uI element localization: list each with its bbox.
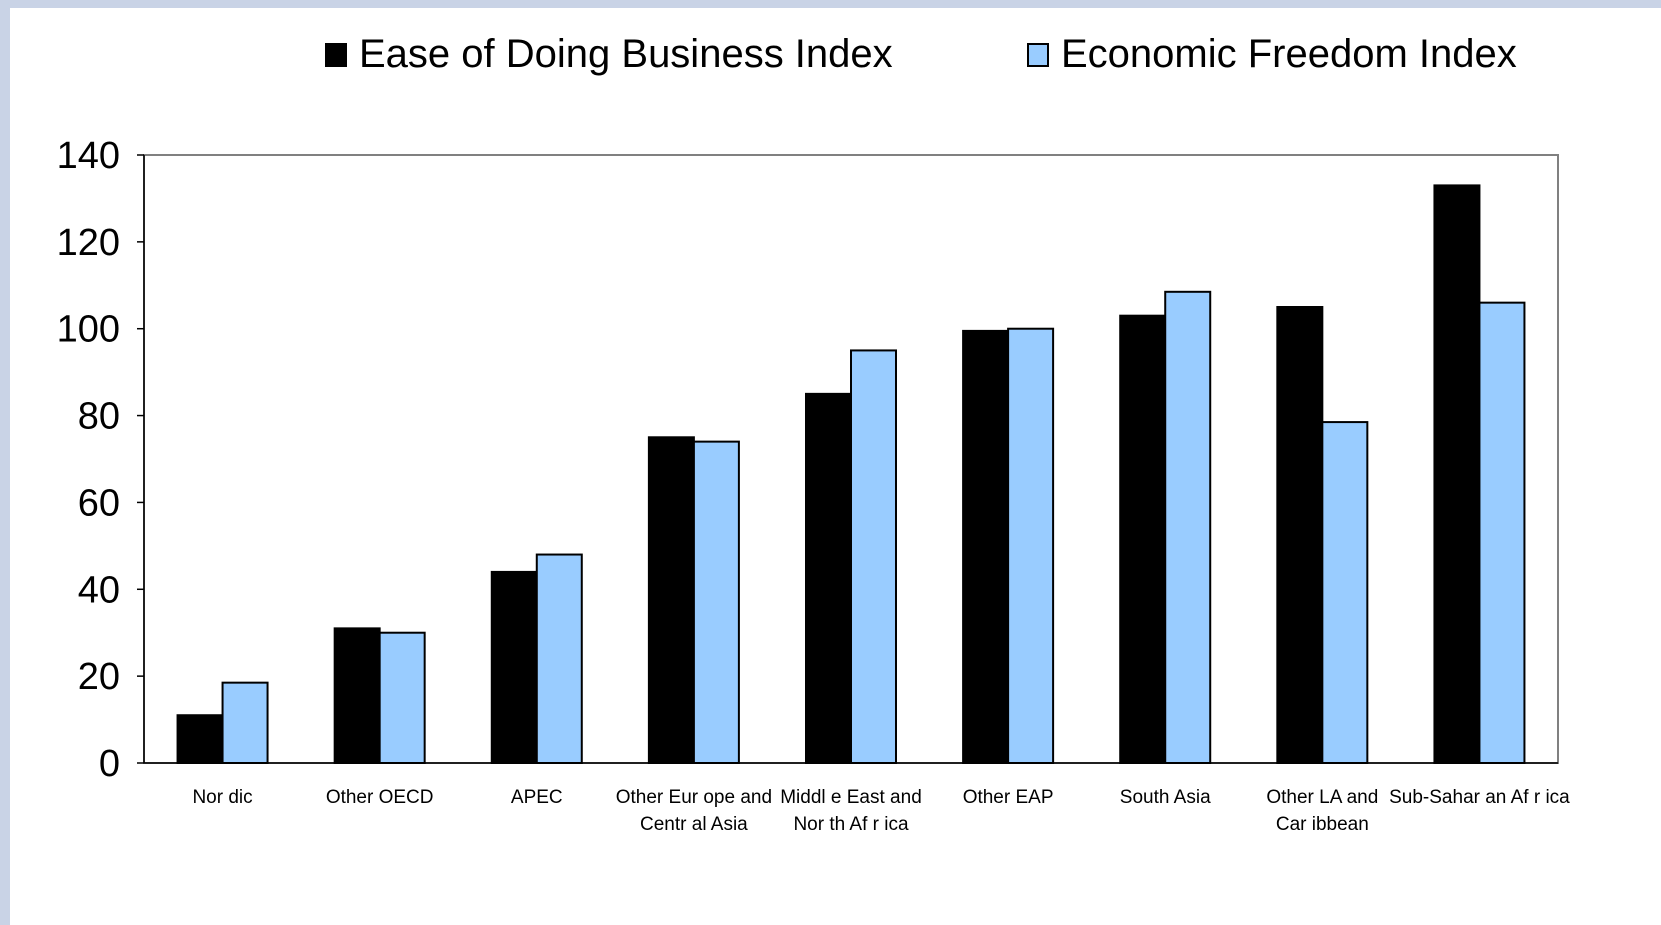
legend-economic-freedom-label: Economic Freedom Index bbox=[1061, 32, 1517, 76]
bar-economic-freedom bbox=[1321, 421, 1369, 764]
bar-economic-freedom bbox=[1164, 290, 1212, 764]
x-category-label-line: Nor th Af r ica bbox=[793, 814, 909, 835]
x-category-label-line: Other EAP bbox=[963, 787, 1054, 808]
y-tick-label: 60 bbox=[78, 482, 120, 524]
x-category-label-line: Other Eur ope and bbox=[616, 787, 772, 808]
chart-frame: 0 20 40 60 80 100 120 140 Nor dic Other OECD APEC O… bbox=[10, 8, 1661, 925]
x-category-label-line: APEC bbox=[511, 787, 563, 808]
bar-ease-of-doing-business bbox=[333, 627, 381, 764]
x-category-label: Sub-Sahar an Af r ica bbox=[1389, 787, 1570, 808]
y-tick-label: 0 bbox=[99, 743, 120, 785]
y-tick-label: 20 bbox=[78, 656, 120, 698]
bar-ease-of-doing-business bbox=[176, 714, 224, 765]
y-tick-label: 100 bbox=[57, 309, 120, 351]
bar-economic-freedom bbox=[692, 440, 740, 764]
bar-ease-of-doing-business bbox=[490, 570, 538, 765]
bar-economic-freedom bbox=[1007, 327, 1055, 764]
bar-ease-of-doing-business bbox=[1433, 184, 1481, 764]
legend-ease-of-doing-business-swatch bbox=[325, 43, 347, 67]
x-category-label: Other OECD bbox=[326, 787, 434, 808]
x-category-label-line: Centr al Asia bbox=[640, 814, 748, 835]
x-category-label-line: Sub-Sahar an Af r ica bbox=[1389, 787, 1570, 808]
bar-economic-freedom bbox=[221, 681, 269, 765]
bar-ease-of-doing-business bbox=[962, 329, 1010, 764]
x-category-label-line: Middl e East and bbox=[780, 787, 922, 808]
bar-economic-freedom bbox=[378, 631, 426, 765]
x-category-label: South Asia bbox=[1120, 787, 1211, 808]
x-category-label-line: Nor dic bbox=[192, 787, 252, 808]
x-category-label: Other EAP bbox=[963, 787, 1054, 808]
bar-chart: 0 20 40 60 80 100 120 140 Nor dic Other OECD APEC O… bbox=[57, 32, 1571, 835]
bar-economic-freedom bbox=[535, 553, 583, 764]
x-category-label: Middl e East and Nor th Af r ica bbox=[780, 787, 922, 835]
legend-economic-freedom-swatch bbox=[1027, 43, 1049, 67]
y-tick-label: 80 bbox=[78, 396, 120, 438]
x-category-label-line: Other LA and bbox=[1266, 787, 1378, 808]
bar-ease-of-doing-business bbox=[1276, 306, 1324, 764]
bar-economic-freedom bbox=[850, 349, 897, 764]
x-category-label: Other Eur ope and Centr al Asia bbox=[616, 787, 772, 835]
y-tick-label: 40 bbox=[78, 569, 120, 611]
x-category-label: Other LA and Car ibbean bbox=[1266, 787, 1378, 835]
x-category-label: APEC bbox=[511, 787, 563, 808]
x-category-label: Nor dic bbox=[192, 787, 252, 808]
bar-economic-freedom bbox=[1478, 301, 1526, 764]
y-tick-label: 120 bbox=[57, 222, 120, 264]
bar-ease-of-doing-business bbox=[1119, 314, 1167, 764]
bar-ease-of-doing-business bbox=[647, 436, 695, 764]
bar-ease-of-doing-business bbox=[805, 392, 852, 764]
y-tick-label: 140 bbox=[57, 135, 120, 177]
x-category-label-line: Car ibbean bbox=[1276, 814, 1369, 835]
x-category-label-line: South Asia bbox=[1120, 787, 1211, 808]
legend-ease-of-doing-business-label: Ease of Doing Business Index bbox=[359, 32, 893, 76]
x-category-label-line: Other OECD bbox=[326, 787, 434, 808]
